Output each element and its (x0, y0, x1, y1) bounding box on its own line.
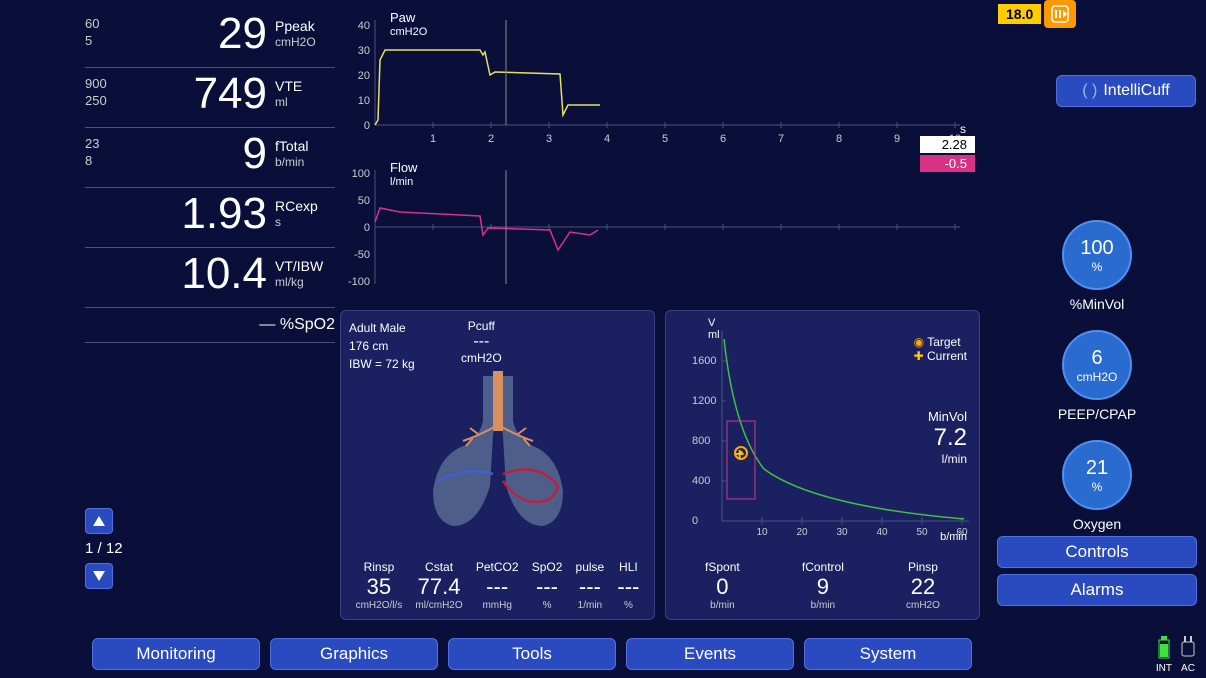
legend-current: ✚ Current (914, 349, 967, 363)
intellicuff-button[interactable]: ( ) IntelliCuff (1056, 75, 1196, 107)
ftotal-label: fTotal (275, 138, 335, 155)
ppeak-lower: 5 (85, 33, 125, 50)
asv-x-label: b/min (940, 531, 967, 543)
ppeak-unit: cmH2O (275, 35, 335, 49)
minvol-label: MinVol (928, 409, 967, 424)
metric-spo2: SpO2---% (532, 560, 563, 611)
plug-icon (1178, 636, 1198, 660)
metric-petco2: PetCO2---mmHg (476, 560, 519, 611)
dial-oxygen[interactable]: 21%Oxygen (988, 440, 1206, 532)
paw-waveform: PawcmH2O 40 30 20 10 0 123 (340, 10, 980, 150)
param-ppeak: 605 29 PpeakcmH2O (85, 8, 335, 68)
asv-metric-fcontrol: fControl9b/min (802, 560, 844, 611)
spo2-value: — (259, 316, 275, 333)
pcuff-unit: cmH2O (461, 351, 502, 365)
svg-text:7: 7 (778, 133, 784, 145)
page-up-button[interactable] (85, 508, 113, 534)
rcexp-value: 1.93 (125, 192, 275, 236)
rcexp-unit: s (275, 215, 335, 229)
vte-value: 749 (125, 72, 275, 116)
asv-panel: Vml 1600 1200 800 400 0 + 102030 405060 (665, 310, 980, 620)
tab-monitoring[interactable]: Monitoring (92, 638, 260, 670)
freeze-button[interactable] (1044, 0, 1076, 28)
metric-cstat: Cstat77.4ml/cmH2O (415, 560, 462, 611)
param-ftotal: 238 9 fTotalb/min (85, 128, 335, 188)
ftotal-lower: 8 (85, 153, 125, 170)
svg-text:5: 5 (662, 133, 668, 145)
param-vte: 900250 749 VTEml (85, 68, 335, 128)
time-badge-white: 2.28 (920, 136, 975, 153)
vte-label: VTE (275, 78, 335, 95)
battery-status: INT (1156, 636, 1172, 674)
parameter-column: 605 29 PpeakcmH2O 900250 749 VTEml 238 9… (85, 8, 335, 343)
svg-text:10: 10 (756, 527, 768, 538)
right-sidebar: 18.0 ( ) IntelliCuff 100%%MinVol 6cmH2OPE… (988, 0, 1206, 678)
svg-text:8: 8 (836, 133, 842, 145)
ftotal-value: 9 (125, 132, 275, 176)
ppeak-upper: 60 (85, 16, 125, 33)
paw-chart: 123 456 789 10 (340, 10, 980, 150)
tab-events[interactable]: Events (626, 638, 794, 670)
vtibw-label: VT/IBW (275, 258, 335, 275)
pcuff-label: Pcuff (461, 319, 502, 333)
ftotal-unit: b/min (275, 155, 335, 169)
waveforms-area: PawcmH2O 40 30 20 10 0 123 (340, 10, 980, 310)
vte-upper: 900 (85, 76, 125, 93)
tab-tools[interactable]: Tools (448, 638, 616, 670)
metric-pulse: pulse---1/min (576, 560, 605, 611)
metric-rinsp: Rinsp35cmH2O/l/s (356, 560, 403, 611)
dial-peepcpap[interactable]: 6cmH2OPEEP/CPAP (988, 330, 1206, 422)
lung-panel: Adult Male 176 cm IBW = 72 kg Pcuff --- … (340, 310, 655, 620)
svg-text:20: 20 (796, 527, 808, 538)
param-vtibw: 10.4 VT/IBWml/kg (85, 248, 335, 308)
alarm-badge: 18.0 (998, 4, 1041, 24)
svg-text:50: 50 (916, 527, 928, 538)
flow-waveform: Flowl/min 100 50 0 -50 -100 (340, 160, 980, 300)
freeze-icon (1051, 5, 1069, 23)
ppeak-label: Ppeak (275, 18, 335, 35)
alarms-button[interactable]: Alarms (997, 574, 1197, 606)
vte-lower: 250 (85, 93, 125, 110)
vtibw-unit: ml/kg (275, 275, 335, 289)
pcuff-value: --- (461, 333, 502, 351)
asv-metric-fspont: fSpont0b/min (705, 560, 740, 611)
flow-chart (340, 160, 980, 300)
battery-icon (1157, 636, 1171, 660)
intellicuff-icon: ( ) (1082, 82, 1097, 100)
page-down-button[interactable] (85, 563, 113, 589)
minvol-unit: l/min (928, 452, 967, 466)
tab-system[interactable]: System (804, 638, 972, 670)
svg-text:40: 40 (876, 527, 888, 538)
vtibw-value: 10.4 (125, 252, 275, 296)
ftotal-upper: 23 (85, 136, 125, 153)
controls-button[interactable]: Controls (997, 536, 1197, 568)
metric-hli: HLI---% (617, 560, 639, 611)
vte-unit: ml (275, 95, 335, 109)
dial-minvol[interactable]: 100%%MinVol (988, 220, 1206, 312)
svg-text:6: 6 (720, 133, 726, 145)
intellicuff-label: IntelliCuff (1103, 82, 1169, 100)
svg-text:+: + (735, 446, 744, 463)
ppeak-value: 29 (125, 12, 275, 56)
param-rcexp: 1.93 RCexps (85, 188, 335, 248)
svg-text:30: 30 (836, 527, 848, 538)
svg-text:3: 3 (546, 133, 552, 145)
time-unit-s: s (960, 122, 966, 136)
tab-graphics[interactable]: Graphics (270, 638, 438, 670)
rcexp-label: RCexp (275, 198, 335, 215)
svg-text:2: 2 (488, 133, 494, 145)
svg-text:9: 9 (894, 133, 900, 145)
power-status: AC (1178, 636, 1198, 674)
minvol-value: 7.2 (928, 424, 967, 452)
svg-text:4: 4 (604, 133, 610, 145)
page-indicator: 1 / 12 (85, 540, 123, 557)
svg-text:1: 1 (430, 133, 436, 145)
asv-metric-pinsp: Pinsp22cmH2O (906, 560, 940, 611)
lung-icon (408, 366, 588, 536)
spo2-label: %SpO2 (280, 316, 335, 333)
param-spo2: — %SpO2 (85, 308, 335, 343)
time-badge-pink: -0.5 (920, 155, 975, 172)
legend-target: ◉ Target (914, 335, 967, 349)
